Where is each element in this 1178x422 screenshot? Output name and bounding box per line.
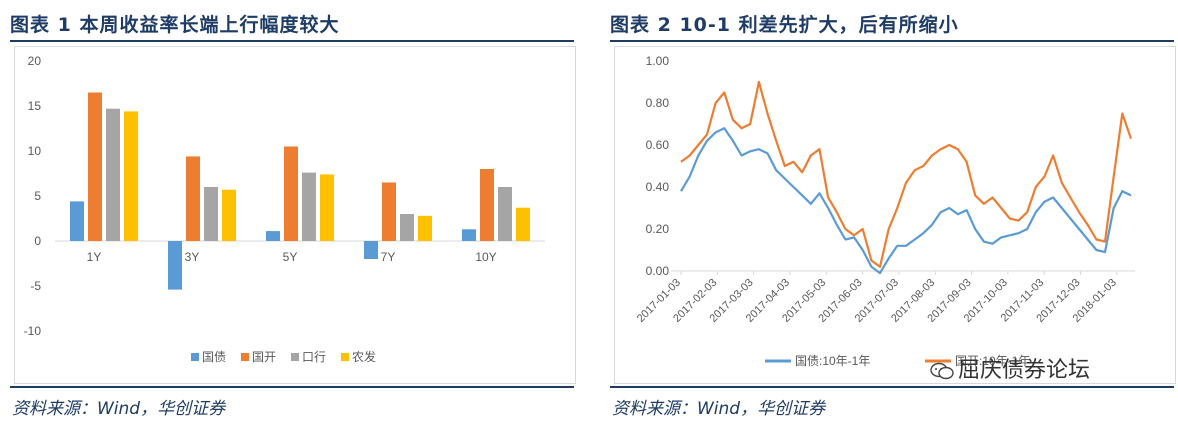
bar <box>88 92 102 241</box>
figure-1-source: 资料来源：Wind，华创证券 <box>12 399 226 419</box>
bar <box>168 241 182 290</box>
legend-label: 国开:10年-1年 <box>955 354 1030 368</box>
figure-1-title: 图表 1 本周收益率长端上行幅度较大 <box>10 14 340 36</box>
watermark: 屈庆债券论坛 <box>930 352 1090 384</box>
bar-chart: -10 -5 0 5 10 15 20 1Y 3Y 5Y 7Y 10Y 国债 国开 口行 农发 <box>24 54 545 364</box>
bar <box>364 241 378 259</box>
bar <box>320 174 334 241</box>
legend-label: 口行 <box>302 350 326 364</box>
bar <box>70 201 84 241</box>
figure-1-title-rule <box>10 40 574 42</box>
bar <box>400 214 414 241</box>
bar <box>186 156 200 241</box>
y-tick-label: -10 <box>24 324 42 338</box>
y-tick-label: 0.20 <box>646 222 670 236</box>
bar <box>418 215 432 241</box>
y-tick-label: 15 <box>28 99 42 113</box>
bar <box>462 229 476 241</box>
figure-2-panel: 图表 2 10-1 利差先扩大，后有所缩小 0.00 0.20 0.40 0.60 0.… <box>600 0 1178 422</box>
legend-label: 国开 <box>252 350 276 364</box>
figure-2-title-rule <box>610 40 1174 42</box>
bar <box>284 146 298 241</box>
series-line <box>680 80 1133 268</box>
bar <box>222 189 236 241</box>
y-tick-label: 5 <box>34 189 41 203</box>
y-tick-label: 0.60 <box>646 138 670 152</box>
bar <box>516 207 530 241</box>
figure-1-panel: 图表 1 本周收益率长端上行幅度较大 -10 -5 0 5 10 15 20 1Y 3Y 5Y 7Y… <box>0 0 578 422</box>
y-tick-label: 20 <box>28 54 42 68</box>
legend-label: 国债:10年-1年 <box>795 354 870 368</box>
figure-2-source: 资料来源：Wind，华创证券 <box>612 399 826 419</box>
figure-2-plot-area: 0.00 0.20 0.40 0.60 0.80 1.00 2017-01-03 2017-0… <box>614 46 1176 384</box>
bar <box>480 169 494 241</box>
y-tick-label: 0 <box>34 234 41 248</box>
x-category-label: 10Y <box>475 250 496 264</box>
y-tick-label: 0.80 <box>646 96 670 110</box>
bar <box>498 187 512 241</box>
y-tick-label: -5 <box>30 279 41 293</box>
y-tick-label: 10 <box>28 144 42 158</box>
series-line <box>680 127 1132 275</box>
wechat-icon <box>930 362 954 380</box>
figure-1-bottom-rule <box>10 386 574 388</box>
bar <box>204 187 218 241</box>
bar <box>106 108 120 241</box>
y-tick-label: 1.00 <box>646 54 670 68</box>
line-chart: 0.000.200.400.600.801.002017-01-032017-0… <box>635 54 1135 368</box>
y-tick-label: 0.40 <box>646 180 670 194</box>
watermark-text: 屈庆债券论坛 <box>958 358 1091 383</box>
legend-swatch <box>291 353 299 361</box>
legend-label: 国债 <box>202 350 226 364</box>
legend-swatch <box>241 353 249 361</box>
legend-label: 农发 <box>352 349 376 364</box>
legend-swatch <box>341 353 349 361</box>
bar <box>382 182 396 241</box>
figure-2-bottom-rule <box>610 386 1174 388</box>
legend-swatch <box>191 353 199 361</box>
bar <box>124 111 138 242</box>
bar <box>302 172 316 241</box>
x-category-label: 5Y <box>283 250 298 264</box>
x-category-label: 1Y <box>87 250 102 264</box>
y-tick-label: 0.00 <box>646 264 670 278</box>
figure-2-title: 图表 2 10-1 利差先扩大，后有所缩小 <box>610 14 959 36</box>
x-category-label: 7Y <box>381 250 396 264</box>
figure-1-plot-area: -10 -5 0 5 10 15 20 1Y 3Y 5Y 7Y 10Y 国债 国开 口行 农发 <box>14 46 576 384</box>
bar <box>266 231 280 241</box>
x-category-label: 3Y <box>185 250 200 264</box>
